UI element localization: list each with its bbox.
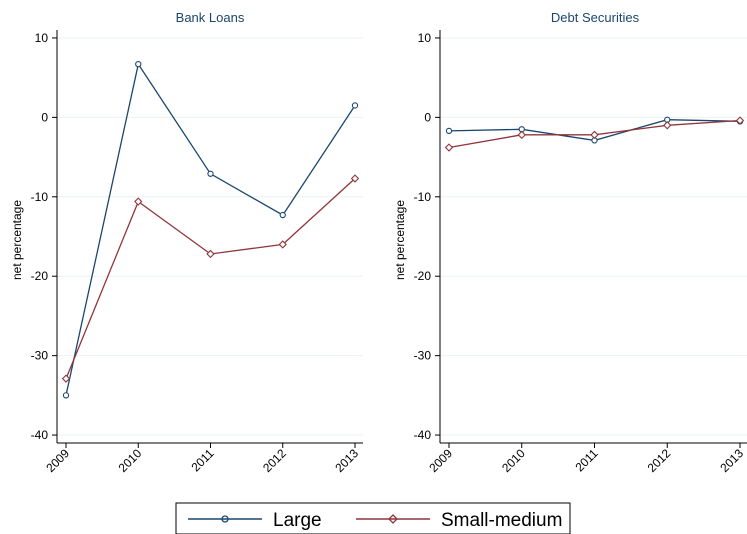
bank-loans-small-medium-point-1 (134, 197, 143, 206)
bank-loans-large-point-4 (351, 102, 359, 109)
bank-loans-large-point-0 (62, 392, 70, 399)
debt-securities-ytick-label-2: -10 (414, 190, 432, 204)
debt-securities-small-medium-point-3 (663, 121, 672, 130)
bank-loans-ytick-label-4: -30 (31, 349, 49, 363)
debt-securities-ytick-label-4: -30 (414, 349, 432, 363)
legend-small-medium-marker (388, 514, 398, 524)
bank-loans-ylabel: net percentage (10, 200, 24, 280)
legend-large-marker (221, 515, 229, 523)
bank-loans-ytick-label-0: 10 (35, 31, 49, 45)
debt-securities-small-medium-point-4 (735, 116, 745, 125)
bank-loans-small-medium-point-4 (350, 174, 360, 183)
debt-securities-large-point-0 (445, 127, 453, 135)
bank-loans-title: Bank Loans (176, 10, 245, 25)
debt-securities-panel: Debt Securities net percentage 10 0 -10 -20… (393, 10, 747, 475)
bank-loans-ytick-label-3: -20 (31, 269, 49, 283)
bank-loans-large-point-1 (135, 61, 142, 68)
legend: Large Small-medium (175, 502, 571, 534)
debt-securities-ylabel: net percentage (393, 200, 407, 280)
debt-securities-small-medium-point-2 (590, 130, 599, 140)
bank-loans-small-medium-point-3 (278, 240, 287, 249)
bank-loans-ytick-label-2: -10 (31, 190, 49, 204)
debt-securities-ytick-label-0: 10 (418, 31, 432, 45)
debt-securities-ytick-label-1: 0 (424, 110, 431, 124)
bank-loans-ytick-label-1: 0 (41, 110, 48, 124)
legend-small-medium-label: Small-medium (441, 510, 562, 531)
bank-loans-ytick-label-5: -40 (31, 428, 49, 442)
bank-loans-small-medium-point-2 (206, 249, 215, 259)
debt-securities-ytick-label-3: -20 (414, 269, 432, 283)
bank-loans-small-medium-point-0 (61, 374, 71, 383)
bank-loans-large-point-3 (279, 211, 286, 219)
debt-securities-small-medium-point-0 (444, 143, 454, 152)
debt-securities-small-medium-point-1 (517, 130, 526, 140)
bank-loans-large-point-2 (207, 170, 214, 177)
legend-large-label: Large (273, 510, 322, 531)
debt-securities-title: Debt Securities (551, 10, 640, 25)
debt-securities-ytick-label-5: -40 (414, 428, 432, 442)
